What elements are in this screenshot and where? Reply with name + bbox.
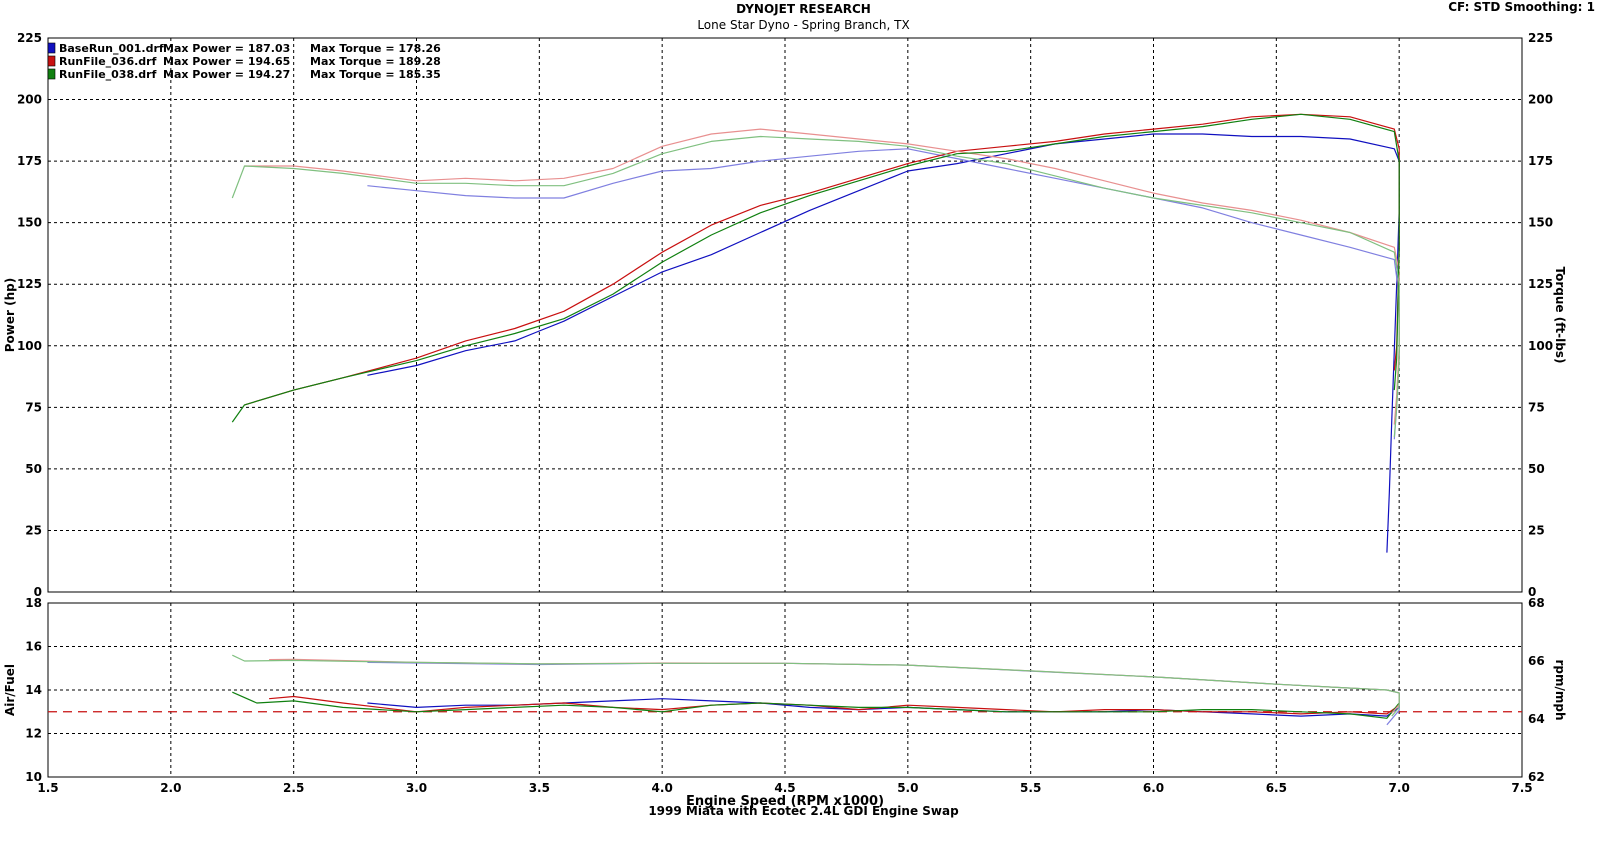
series-BaseRun_001.drf-torque <box>367 148 1400 440</box>
y-tick-label: 225 <box>17 31 42 45</box>
y-tick-label: 50 <box>25 462 42 476</box>
series-RunFile_036.drf-power <box>244 113 1400 406</box>
x-tick-label: 1.5 <box>37 781 58 795</box>
y2-tick-label: 62 <box>1528 770 1545 784</box>
legend-max-torque: Max Torque = 178.26 <box>310 42 441 55</box>
x-axis-label: Engine Speed (RPM x1000) <box>686 794 884 809</box>
x-tick-label: 2.5 <box>283 781 304 795</box>
y-axis-label: Air/Fuel <box>3 664 17 716</box>
y2-tick-label: 25 <box>1528 523 1545 537</box>
y2-tick-label: 75 <box>1528 400 1545 414</box>
x-tick-label: 4.5 <box>774 781 795 795</box>
y2-tick-label: 225 <box>1528 31 1553 45</box>
chart-subtitle: Lone Star Dyno - Spring Branch, TX <box>697 18 910 32</box>
y2-tick-label: 66 <box>1528 654 1545 668</box>
y2-tick-label: 175 <box>1528 154 1553 168</box>
x-tick-label: 7.5 <box>1511 781 1532 795</box>
correction-factor-label: CF: STD Smoothing: 1 <box>1448 0 1595 14</box>
y-tick-label: 150 <box>17 216 42 230</box>
y2-tick-label: 150 <box>1528 216 1553 230</box>
series-RunFile_036.drf-torque <box>244 128 1400 425</box>
series-RunFile_038.drf-power <box>231 113 1400 423</box>
y2-tick-label: 50 <box>1528 462 1545 476</box>
x-tick-label: 3.5 <box>529 781 550 795</box>
x-tick-label: 4.0 <box>652 781 673 795</box>
y2-tick-label: 68 <box>1528 596 1545 610</box>
y2-tick-label: 100 <box>1528 339 1553 353</box>
y-tick-label: 12 <box>25 727 42 741</box>
legend-file: BaseRun_001.drf <box>59 42 164 55</box>
y-tick-label: 10 <box>25 770 42 784</box>
y-tick-label: 16 <box>25 640 42 654</box>
x-tick-label: 5.0 <box>897 781 918 795</box>
y-axis-label: Power (hp) <box>3 278 17 352</box>
y-tick-label: 14 <box>25 683 42 697</box>
chart-title: DYNOJET RESEARCH <box>736 2 871 16</box>
x-tick-label: 3.0 <box>406 781 427 795</box>
legend-max-torque: Max Torque = 189.28 <box>310 55 441 68</box>
legend-max-power: Max Power = 194.65 <box>163 55 290 68</box>
y2-tick-label: 125 <box>1528 277 1553 291</box>
series-RunFile_036.drf-air_fuel <box>269 695 1400 715</box>
y-tick-label: 175 <box>17 154 42 168</box>
legend-max-torque: Max Torque = 185.35 <box>310 68 441 81</box>
y-tick-label: 200 <box>17 93 42 107</box>
y-tick-label: 25 <box>25 523 42 537</box>
x-tick-label: 6.0 <box>1143 781 1164 795</box>
legend-swatch <box>47 42 56 54</box>
y-tick-label: 18 <box>25 596 42 610</box>
x-tick-label: 5.5 <box>1020 781 1041 795</box>
x-tick-label: 7.0 <box>1389 781 1410 795</box>
x-tick-label: 6.5 <box>1266 781 1287 795</box>
legend-max-power: Max Power = 187.03 <box>163 42 290 55</box>
series-RunFile_038.drf-rpm_per_mph <box>232 654 1400 717</box>
series-RunFile_038.drf-torque <box>231 135 1400 437</box>
legend-swatch <box>47 68 56 80</box>
legend-file: RunFile_036.drf <box>59 55 157 68</box>
y-tick-label: 125 <box>17 277 42 291</box>
y-tick-label: 0 <box>34 585 42 599</box>
y2-axis-label: Torque (ft-lbs) <box>1553 267 1567 364</box>
y2-axis-label: rpm/mph <box>1553 659 1567 720</box>
legend-swatch <box>47 55 56 67</box>
y2-tick-label: 200 <box>1528 93 1553 107</box>
legend-max-power: Max Power = 194.27 <box>163 68 290 81</box>
y-tick-label: 75 <box>25 400 42 414</box>
chart-footer: 1999 Miata with Ecotec 2.4L GDI Engine S… <box>648 804 959 818</box>
y2-tick-label: 0 <box>1528 585 1536 599</box>
series-RunFile_038.drf-air_fuel <box>232 691 1400 719</box>
y2-tick-label: 64 <box>1528 712 1545 726</box>
y-tick-label: 100 <box>17 339 42 353</box>
x-tick-label: 2.0 <box>160 781 181 795</box>
legend-file: RunFile_038.drf <box>59 68 157 81</box>
